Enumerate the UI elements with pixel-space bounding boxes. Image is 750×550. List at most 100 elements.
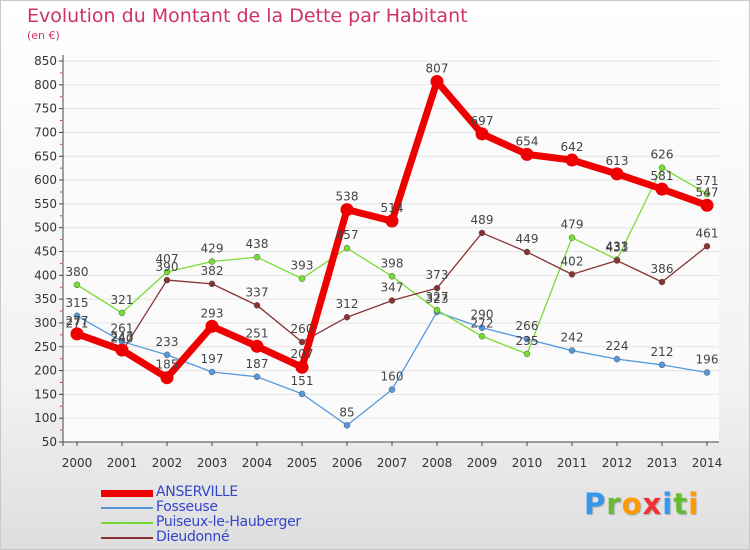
data-point: [475, 127, 489, 141]
data-label: 312: [336, 297, 359, 311]
legend-label: Dieudonné: [156, 529, 230, 545]
y-tick-label: 850: [34, 54, 57, 68]
data-label: 85: [339, 405, 354, 419]
legend-label: Puiseux-le-Hauberger: [156, 514, 301, 530]
data-point: [523, 335, 531, 343]
data-label: 514: [381, 201, 404, 215]
data-point: [298, 390, 306, 398]
logo-letter: i: [688, 487, 700, 521]
data-label: 581: [651, 169, 674, 183]
data-point: [253, 253, 261, 261]
data-point: [388, 273, 396, 280]
data-label: 373: [426, 268, 449, 282]
data-point: [118, 309, 126, 317]
data-point: [568, 234, 576, 241]
y-tick-label: 300: [34, 316, 57, 330]
data-point: [433, 306, 441, 314]
data-label: 272: [471, 316, 494, 330]
data-label: 327: [426, 290, 449, 304]
data-point: [73, 281, 81, 289]
chart-subtitle: (en €): [27, 29, 60, 42]
data-label: 547: [696, 185, 719, 199]
data-label: 293: [201, 306, 224, 320]
x-tick-label: 2002: [152, 456, 183, 470]
data-point: [343, 422, 351, 429]
logo-letter: r: [606, 487, 622, 521]
y-tick-label: 200: [34, 364, 57, 378]
y-tick-label: 500: [34, 221, 57, 235]
y-tick-label: 150: [34, 387, 57, 401]
data-label: 431: [606, 241, 629, 255]
data-label: 642: [561, 140, 584, 154]
y-tick-label: 350: [34, 292, 57, 306]
data-label: 277: [66, 314, 89, 328]
legend-swatch: [101, 522, 153, 524]
data-label: 212: [651, 345, 674, 359]
data-label: 654: [516, 134, 539, 148]
data-point: [658, 361, 666, 369]
data-point: [298, 275, 306, 282]
data-label: 807: [426, 61, 449, 75]
data-label: 613: [606, 154, 629, 168]
data-label: 243: [111, 330, 134, 344]
data-label: 224: [606, 339, 629, 353]
data-point: [523, 350, 531, 358]
data-point: [388, 297, 396, 304]
legend: ANSERVILLE Fosseuse Puiseux-le-Hauberger Di…: [101, 484, 401, 545]
y-tick-label: 650: [34, 149, 57, 163]
x-tick-label: 2005: [287, 456, 318, 470]
legend-swatch: [101, 507, 153, 509]
data-label: 386: [651, 262, 674, 276]
y-tick-label: 800: [34, 78, 57, 92]
data-point: [115, 343, 129, 357]
data-label: 261: [111, 322, 134, 336]
data-label: 429: [201, 242, 224, 256]
x-tick-label: 2009: [467, 456, 498, 470]
data-label: 697: [471, 114, 494, 128]
data-point: [568, 271, 576, 278]
x-tick-label: 2000: [62, 456, 93, 470]
data-point: [478, 229, 486, 237]
data-point: [655, 182, 669, 196]
y-tick-label: 50: [42, 435, 57, 449]
data-label: 457: [336, 228, 359, 242]
data-label: 260: [291, 322, 314, 336]
data-label: 438: [246, 237, 269, 251]
data-label: 242: [561, 331, 584, 345]
data-point: [250, 339, 264, 353]
data-point: [163, 268, 171, 276]
data-point: [160, 371, 174, 385]
data-label: 538: [336, 190, 359, 204]
y-tick-label: 100: [34, 411, 57, 425]
data-point: [70, 327, 84, 341]
x-tick-label: 2007: [377, 456, 408, 470]
data-label: 233: [156, 335, 179, 349]
x-tick-label: 2013: [647, 456, 678, 470]
data-label: 626: [651, 148, 674, 162]
chart-title: Evolution du Montant de la Dette par Hab…: [27, 5, 468, 27]
y-tick-label: 700: [34, 125, 57, 139]
data-label: 402: [561, 254, 584, 268]
data-label: 398: [381, 256, 404, 270]
data-label: 197: [201, 352, 224, 366]
legend-label: Fosseuse: [156, 499, 218, 515]
data-point: [385, 214, 399, 228]
y-tick-label: 450: [34, 245, 57, 259]
x-tick-label: 2011: [557, 456, 588, 470]
y-tick-label: 250: [34, 340, 57, 354]
data-label: 393: [291, 259, 314, 273]
data-point: [700, 198, 714, 212]
data-label: 449: [516, 232, 539, 246]
data-label: 337: [246, 285, 269, 299]
x-tick-label: 2001: [107, 456, 138, 470]
data-point: [565, 153, 579, 167]
data-point: [163, 276, 171, 284]
x-tick-label: 2014: [692, 456, 723, 470]
data-label: 407: [156, 252, 179, 266]
data-label: 433: [606, 240, 629, 254]
data-label: 323: [426, 292, 449, 306]
data-point: [703, 243, 711, 250]
data-label: 571: [696, 174, 719, 188]
